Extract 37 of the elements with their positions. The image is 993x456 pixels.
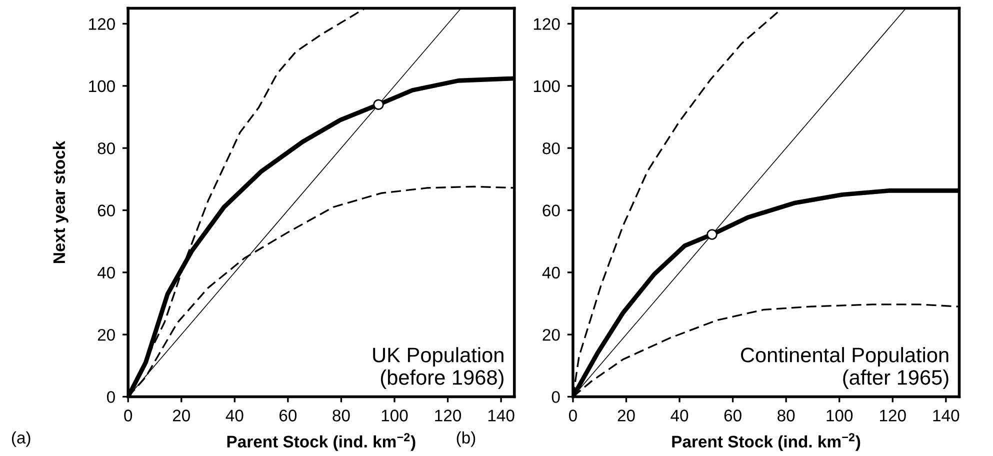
x-tick-label: 100	[826, 410, 853, 422]
x-tick-label: 80	[778, 410, 795, 422]
x-tick-label: 20	[172, 410, 190, 422]
annotation: Continental Population (after 1965)	[741, 347, 948, 389]
x-tick-label: 0	[124, 410, 132, 422]
y-tick-label: 0	[106, 391, 115, 403]
text: (a)	[12, 431, 30, 447]
x-tick-label: 40	[670, 410, 688, 422]
x-tick-label: 100	[382, 410, 408, 422]
y-tick-label: 120	[534, 18, 560, 30]
x-tick-label: 120	[880, 410, 906, 422]
x-tick-label: 140	[488, 410, 514, 422]
y-tick-label: 120	[89, 18, 115, 30]
annotation: UK Population (before 1968)	[373, 347, 504, 389]
y-tick-label: 100	[534, 80, 560, 92]
x-tick-label: 20	[618, 410, 635, 422]
y-tick-label: 40	[542, 266, 560, 279]
y-tick-label: 0	[552, 391, 560, 403]
x-tick-label: 0	[568, 410, 577, 422]
y-tick-label: 100	[89, 80, 115, 92]
text: (b)	[456, 431, 476, 447]
x-tick-label: 120	[435, 410, 462, 422]
x-axis-title: Parent Stock (ind. km$^{−2}$)	[672, 433, 860, 451]
x-tick-label: 60	[724, 410, 742, 422]
y-tick-label: 60	[98, 204, 115, 216]
y-tick-label: 20	[98, 328, 115, 341]
y-tick-label: 80	[98, 142, 115, 154]
x-axis-title: Parent Stock (ind. km$^{−2}$)	[227, 433, 416, 451]
y-tick-label: 40	[97, 266, 115, 279]
x-tick-label: 40	[226, 410, 244, 422]
y-axis-title: Next year stock	[52, 140, 68, 263]
y-tick-label: 20	[542, 328, 560, 341]
x-tick-label: 60	[280, 410, 297, 422]
y-tick-label: 60	[542, 204, 560, 216]
x-tick-label: 80	[332, 410, 350, 422]
y-tick-label: 80	[542, 142, 560, 154]
x-tick-label: 140	[933, 410, 960, 422]
